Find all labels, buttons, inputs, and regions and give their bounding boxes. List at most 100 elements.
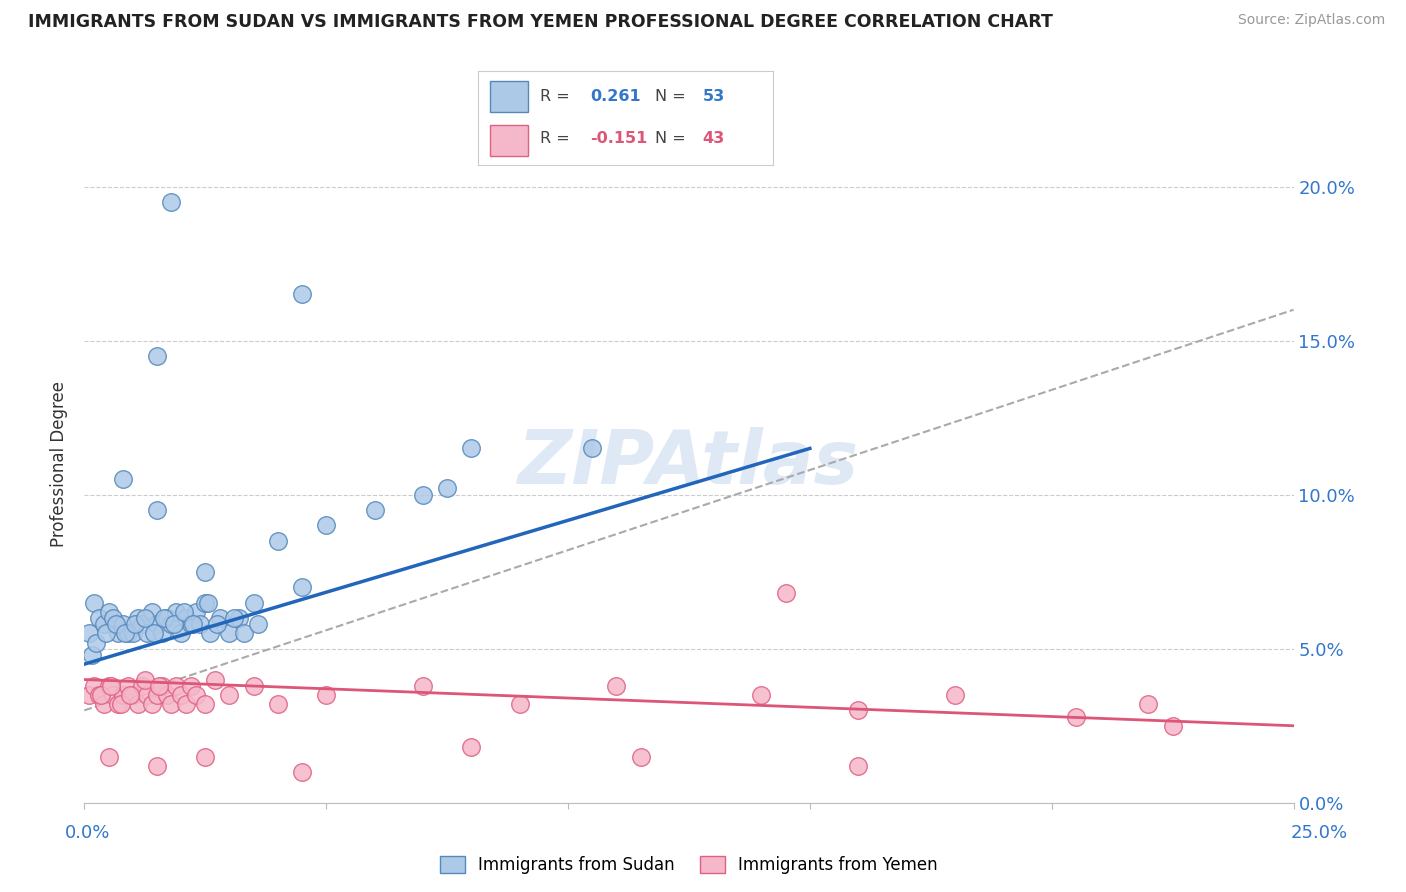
Text: 43: 43 <box>703 131 724 146</box>
Point <box>121 688 143 702</box>
Point <box>134 611 156 625</box>
Point <box>460 442 482 456</box>
Point <box>103 688 125 702</box>
Point <box>83 679 105 693</box>
Point <box>80 648 103 662</box>
Point <box>165 679 187 693</box>
Point <box>97 679 120 693</box>
Point <box>110 697 132 711</box>
Point <box>127 611 149 625</box>
Point <box>194 565 217 579</box>
Point <box>204 673 226 687</box>
FancyBboxPatch shape <box>489 81 529 112</box>
Point <box>83 595 105 609</box>
Text: 53: 53 <box>703 89 724 104</box>
Point <box>242 595 264 609</box>
Point <box>131 617 153 632</box>
Point <box>143 626 166 640</box>
Point <box>112 688 135 702</box>
Point <box>1161 719 1184 733</box>
Point <box>97 605 120 619</box>
Text: N =: N = <box>655 89 692 104</box>
Point <box>112 617 135 632</box>
Point <box>194 749 217 764</box>
Point <box>170 688 193 702</box>
Point <box>155 688 177 702</box>
Point <box>153 611 176 625</box>
Point <box>141 605 163 619</box>
Point <box>436 482 458 496</box>
Point <box>160 697 183 711</box>
Text: 25.0%: 25.0% <box>1291 824 1347 842</box>
Point <box>197 595 219 609</box>
Text: N =: N = <box>655 131 692 146</box>
Point <box>180 679 202 693</box>
Point <box>218 688 240 702</box>
Point <box>117 679 139 693</box>
Point <box>100 679 122 693</box>
Point <box>165 605 187 619</box>
Point <box>131 679 153 693</box>
Point <box>136 688 159 702</box>
Point <box>107 697 129 711</box>
Point <box>1137 697 1160 711</box>
Point <box>846 703 869 717</box>
Point <box>315 518 337 533</box>
Point <box>163 617 186 632</box>
Y-axis label: Professional Degree: Professional Degree <box>51 381 69 547</box>
Point <box>146 759 169 773</box>
Point <box>751 688 773 702</box>
Point <box>180 617 202 632</box>
Point <box>315 688 337 702</box>
Text: IMMIGRANTS FROM SUDAN VS IMMIGRANTS FROM YEMEN PROFESSIONAL DEGREE CORRELATION C: IMMIGRANTS FROM SUDAN VS IMMIGRANTS FROM… <box>28 13 1053 31</box>
Point <box>97 749 120 764</box>
Point <box>77 626 100 640</box>
Point <box>208 611 231 625</box>
Point <box>148 679 170 693</box>
Point <box>509 697 531 711</box>
Point <box>107 626 129 640</box>
Point <box>198 626 221 640</box>
Point <box>194 595 217 609</box>
Point <box>146 617 169 632</box>
Point <box>77 688 100 702</box>
Point <box>228 611 250 625</box>
Text: 0.261: 0.261 <box>591 89 641 104</box>
Point <box>150 679 173 693</box>
Point <box>112 472 135 486</box>
FancyBboxPatch shape <box>489 125 529 156</box>
Point <box>581 442 603 456</box>
Point <box>363 503 385 517</box>
Point <box>146 349 169 363</box>
Point <box>124 617 146 632</box>
Point <box>291 580 314 594</box>
Point <box>93 697 115 711</box>
Text: Source: ZipAtlas.com: Source: ZipAtlas.com <box>1237 13 1385 28</box>
Point <box>173 605 195 619</box>
Point <box>460 740 482 755</box>
Legend: Immigrants from Sudan, Immigrants from Yemen: Immigrants from Sudan, Immigrants from Y… <box>432 847 946 882</box>
Point <box>94 626 117 640</box>
Point <box>242 679 264 693</box>
Text: R =: R = <box>540 131 575 146</box>
Text: R =: R = <box>540 89 575 104</box>
Point <box>170 626 193 640</box>
Point <box>412 488 434 502</box>
Point <box>181 617 204 632</box>
Point <box>146 503 169 517</box>
Point <box>291 287 314 301</box>
Point <box>267 697 290 711</box>
Point <box>120 688 142 702</box>
Point <box>233 626 256 640</box>
Point <box>127 697 149 711</box>
Point <box>218 626 240 640</box>
Point <box>150 626 173 640</box>
Point <box>174 697 197 711</box>
Point <box>174 611 197 625</box>
Point <box>775 586 797 600</box>
Point <box>103 611 125 625</box>
Point <box>86 635 108 649</box>
Point <box>247 617 270 632</box>
Point <box>146 688 169 702</box>
Point <box>194 697 217 711</box>
